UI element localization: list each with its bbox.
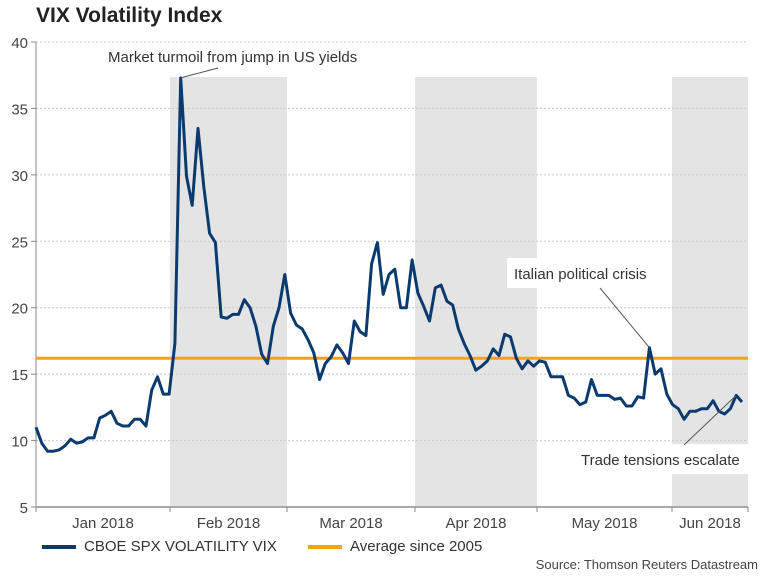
vix-series-line (34, 76, 744, 453)
y-tick-label: 25 (11, 234, 28, 251)
legend-swatch-average (308, 544, 342, 549)
legend-label-vix: CBOE SPX VOLATILITY VIX (84, 538, 277, 555)
y-tick-label: 30 (11, 168, 28, 185)
annotation-leader (599, 287, 650, 348)
annotation-leader (180, 67, 219, 79)
y-tick-label: 35 (11, 101, 28, 118)
y-tick-label: 10 (11, 434, 28, 451)
annotation-trade-tensions: Trade tensions escalate (581, 452, 740, 469)
legend-item-average: Average since 2005 (308, 538, 482, 555)
annotation-italian-crisis: Italian political crisis (514, 266, 647, 283)
y-tick-label: 5 (20, 500, 28, 517)
annotation-box (575, 444, 751, 474)
y-tick-label: 15 (11, 367, 28, 384)
shaded-region (672, 77, 748, 507)
y-tick-label: 40 (11, 35, 28, 52)
y-tick-label: 20 (11, 301, 28, 318)
x-tick-label: Jan 2018 (72, 515, 134, 532)
x-tick-label: Jun 2018 (679, 515, 741, 532)
x-tick-label: Apr 2018 (446, 515, 507, 532)
annotation-us-yields: Market turmoil from jump in US yields (108, 49, 357, 66)
x-tick-label: Feb 2018 (197, 515, 260, 532)
x-tick-label: Mar 2018 (319, 515, 382, 532)
chart-title: VIX Volatility Index (36, 4, 223, 27)
source-note: Source: Thomson Reuters Datastream (535, 557, 758, 572)
annotation-box (507, 258, 667, 288)
legend-label-average: Average since 2005 (350, 538, 483, 555)
legend-item-vix: CBOE SPX VOLATILITY VIX (42, 538, 277, 555)
annotation-leader (683, 395, 737, 446)
x-tick-label: May 2018 (572, 515, 638, 532)
shaded-region (170, 77, 287, 507)
legend-swatch-vix (42, 544, 76, 549)
